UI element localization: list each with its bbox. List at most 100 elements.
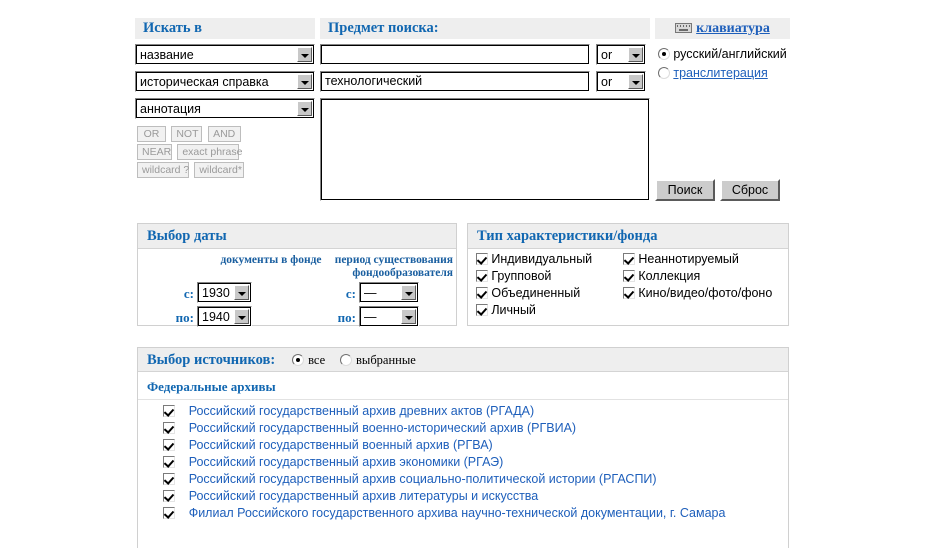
date-group1-to-label: по:	[175, 310, 194, 325]
date-group2-from-select[interactable]: —	[359, 282, 419, 303]
checkbox-archive-rgali[interactable]	[163, 490, 175, 502]
language-radio-group: русский/английский транслитерация	[658, 47, 787, 80]
operator-and-button[interactable]: AND	[207, 126, 241, 142]
checkbox-media[interactable]	[623, 287, 635, 299]
search-in-title: Искать в	[135, 18, 315, 39]
search-subject-column: Предмет поиска: технологический	[320, 18, 650, 201]
checkbox-archive-rgva[interactable]	[163, 439, 175, 451]
search-term-input-1[interactable]	[320, 44, 590, 65]
operator-button-group: OR NOT AND NEAR exact phrase wildcard ? …	[137, 126, 252, 180]
archive-row-rgantd-samara[interactable]: Филиал Российского государственного архи…	[163, 506, 782, 520]
radio-transliteration[interactable]	[658, 67, 670, 79]
chevron-down-icon[interactable]	[401, 285, 416, 300]
date-panel-title: Выбор даты	[138, 224, 456, 249]
operator-wildcard-question-button[interactable]: wildcard ?	[137, 162, 189, 178]
archive-link-rgae[interactable]: Российский государственный архив экономи…	[188, 455, 504, 469]
archive-link-rgantd-samara[interactable]: Филиал Российского государственного архи…	[188, 506, 726, 520]
search-term-input-2[interactable]: технологический	[320, 71, 590, 92]
checkbox-collection[interactable]	[623, 270, 635, 282]
archive-row-rgada[interactable]: Российский государственный архив древних…	[163, 404, 782, 418]
type-item-united[interactable]: Объединенный	[476, 286, 616, 300]
date-group2-label-line2: фондообразователя	[352, 267, 453, 279]
archive-row-rgali[interactable]: Российский государственный архив литерат…	[163, 489, 782, 503]
checkbox-archive-rgae[interactable]	[163, 456, 175, 468]
checkbox-group[interactable]	[476, 270, 488, 282]
sources-panel-header: Выбор источников: все выбранные	[138, 348, 788, 372]
keyboard-link[interactable]: клавиатура	[696, 21, 770, 36]
boolean-operator-select-2[interactable]: or	[596, 71, 646, 92]
checkbox-united[interactable]	[476, 287, 488, 299]
chevron-down-icon[interactable]	[297, 47, 312, 62]
date-group2-to-label: по:	[337, 310, 356, 325]
type-item-personal[interactable]: Личный	[476, 303, 616, 317]
language-option-transliteration[interactable]: транслитерация	[658, 66, 787, 80]
chevron-down-icon[interactable]	[628, 74, 643, 89]
sources-scope-label-all: все	[308, 353, 326, 367]
type-item-individual[interactable]: Индивидуальный	[476, 252, 616, 266]
archive-link-rgada[interactable]: Российский государственный архив древних…	[188, 404, 535, 418]
type-left-column: Индивидуальный Групповой Объединенный Ли…	[476, 252, 616, 317]
checkbox-individual[interactable]	[476, 253, 488, 265]
archive-link-rgali[interactable]: Российский государственный архив литерат…	[188, 489, 539, 503]
archive-link-rgvia[interactable]: Российский государственный военно-истори…	[188, 421, 577, 435]
operator-near-button[interactable]: NEAR	[137, 144, 172, 160]
chevron-down-icon[interactable]	[297, 74, 312, 89]
search-submit-button[interactable]: Поиск	[655, 179, 715, 201]
sources-panel: Выбор источников: все выбранные Федераль…	[137, 347, 789, 548]
archive-row-rgaspi[interactable]: Российский государственный архив социаль…	[163, 472, 782, 486]
search-field-select-3[interactable]: аннотация	[135, 98, 315, 119]
checkbox-archive-rgvia[interactable]	[163, 422, 175, 434]
chevron-down-icon[interactable]	[628, 47, 643, 62]
date-group1-from-label: с:	[183, 286, 194, 301]
type-panel: Тип характеристики/фонда Индивидуальный …	[467, 223, 789, 326]
sources-section-title: Федеральные архивы	[147, 379, 276, 394]
type-right-column: Неаннотируемый Коллекция Кино/видео/фото…	[623, 252, 788, 300]
date-group2-to-select[interactable]: —	[359, 306, 419, 327]
operator-exact-phrase-button[interactable]: exact phrase	[177, 144, 242, 160]
archive-row-rgvia[interactable]: Российский государственный военно-истори…	[163, 421, 782, 435]
checkbox-unannotated[interactable]	[623, 253, 635, 265]
operator-not-button[interactable]: NOT	[171, 126, 203, 142]
operator-or-button[interactable]: OR	[137, 126, 166, 142]
checkbox-archive-rgada[interactable]	[163, 405, 175, 417]
type-item-collection[interactable]: Коллекция	[623, 269, 788, 283]
type-item-media[interactable]: Кино/видео/фото/фоно	[623, 286, 788, 300]
archive-row-rgae[interactable]: Российский государственный архив экономи…	[163, 455, 782, 469]
sources-panel-title: Выбор источников:	[147, 352, 276, 368]
type-item-group[interactable]: Групповой	[476, 269, 616, 283]
date-panel: Выбор даты документы в фонде период суще…	[137, 223, 457, 327]
keyboard-link-header: клавиатура	[655, 18, 790, 39]
type-item-unannotated[interactable]: Неаннотируемый	[623, 252, 788, 266]
transliteration-link[interactable]: транслитерация	[673, 66, 768, 80]
checkbox-personal[interactable]	[476, 304, 488, 316]
date-group1-to-select[interactable]: 1940	[197, 306, 252, 327]
operator-wildcard-star-button[interactable]: wildcard*	[194, 162, 245, 178]
chevron-down-icon[interactable]	[234, 309, 249, 324]
checkbox-archive-rgantd-samara[interactable]	[163, 507, 175, 519]
chevron-down-icon[interactable]	[297, 101, 312, 116]
search-in-column: Искать в название историческая справка а…	[135, 18, 315, 178]
checkbox-archive-rgaspi[interactable]	[163, 473, 175, 485]
radio-sources-all[interactable]	[292, 354, 305, 366]
boolean-operator-select-1[interactable]: or	[596, 44, 646, 65]
archive-row-rgva[interactable]: Российский государственный военный архив…	[163, 438, 782, 452]
keyboard-language-column: клавиатура русский/английский транслитер…	[655, 18, 790, 80]
radio-russian-english[interactable]	[658, 48, 670, 60]
date-group2-label-line1: период существования	[334, 254, 453, 266]
language-option-russian-english[interactable]: русский/английский	[658, 47, 787, 61]
radio-sources-selected[interactable]	[340, 354, 353, 366]
archive-list: Российский государственный архив древних…	[163, 404, 782, 523]
language-label-russian-english: русский/английский	[673, 47, 787, 61]
search-field-select-1[interactable]: название	[135, 44, 315, 65]
search-reset-button[interactable]: Сброс	[720, 179, 780, 201]
date-group1-label: документы в фонде	[220, 254, 322, 266]
chevron-down-icon[interactable]	[401, 309, 416, 324]
search-field-select-2[interactable]: историческая справка	[135, 71, 315, 92]
date-group1-from-select[interactable]: 1930	[197, 282, 252, 303]
chevron-down-icon[interactable]	[234, 285, 249, 300]
archive-link-rgaspi[interactable]: Российский государственный архив социаль…	[188, 472, 657, 486]
archive-link-rgva[interactable]: Российский государственный военный архив…	[188, 438, 493, 452]
search-term-textarea-3[interactable]	[320, 98, 650, 201]
keyboard-icon	[675, 23, 693, 33]
